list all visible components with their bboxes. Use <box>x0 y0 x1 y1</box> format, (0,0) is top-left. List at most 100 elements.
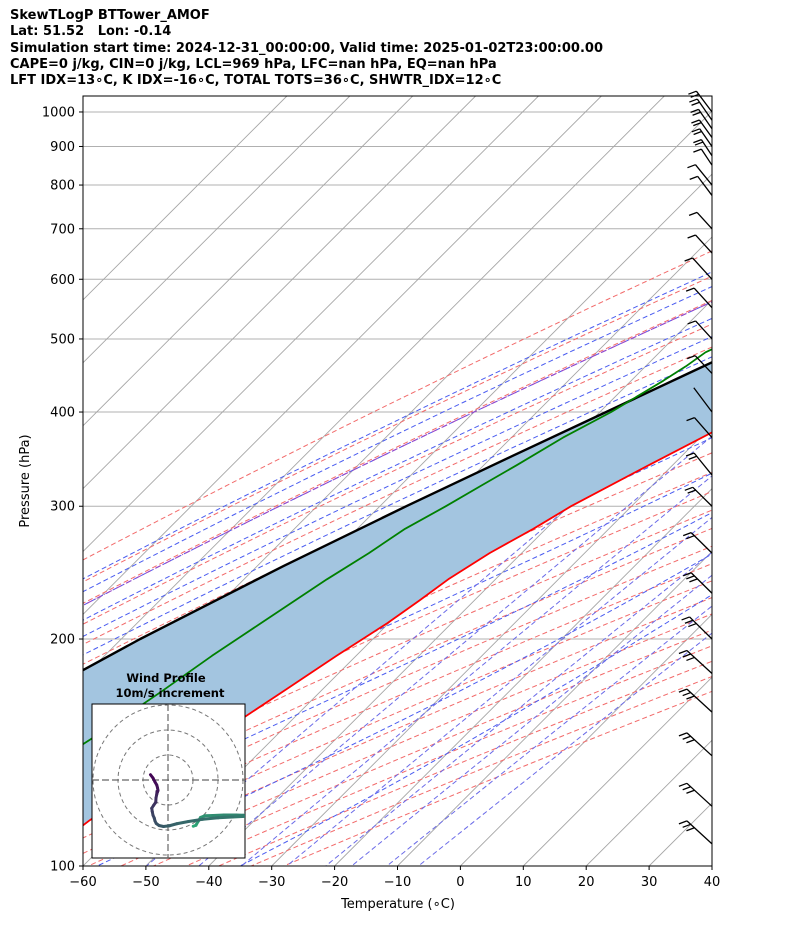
wind-barb-flag <box>682 653 691 658</box>
mixing-ratio-lines <box>146 385 712 866</box>
wind-barb-flag <box>693 130 702 136</box>
wind-barb-flag <box>690 108 699 113</box>
wind-barb-flag <box>684 619 694 624</box>
wind-barb-flag <box>682 735 691 740</box>
y-axis-label: Pressure (hPa) <box>18 434 33 527</box>
isotherm-line <box>83 96 414 427</box>
y-tick-label: 300 <box>50 500 75 515</box>
wind-barb-flag <box>691 119 700 124</box>
wind-barb-staff <box>695 320 713 340</box>
wind-barb-flag <box>687 164 696 169</box>
y-tick-label: 100 <box>50 860 75 875</box>
wind-barb-staff <box>700 148 713 166</box>
x-tick-label: −20 <box>321 875 348 890</box>
x-tick-label: −40 <box>195 875 222 890</box>
wind-barb-staff <box>694 417 713 438</box>
dry-adiabat <box>83 299 712 604</box>
x-tick-label: 20 <box>578 875 595 890</box>
x-axis-ticks: −60 −50 −40 −30 −20 −10 0 10 20 30 40 <box>69 866 720 890</box>
hodograph-title: Wind Profile <box>126 671 206 685</box>
wind-profile-hodograph: Wind Profile 10m/s increment <box>91 671 246 859</box>
isotherm-line <box>334 487 712 866</box>
wind-barb-staff <box>686 732 713 757</box>
moist-adiabat <box>83 285 712 593</box>
wind-barb-flag <box>678 820 688 825</box>
wind-barb-staff <box>695 90 713 113</box>
wind-barb-staff <box>695 234 713 254</box>
wind-barb-flag <box>688 211 698 217</box>
x-tick-label: 40 <box>704 875 721 890</box>
isotherm-line <box>397 550 712 866</box>
dry-adiabat <box>83 323 712 625</box>
wind-barb-flag <box>686 827 695 832</box>
wind-barb-flag <box>678 688 688 693</box>
wind-barb-flag <box>682 572 692 577</box>
mixing-ratio-line <box>325 551 712 866</box>
wind-barb-staff <box>690 532 713 554</box>
wind-barb-flag <box>686 535 695 540</box>
wind-barb-flag <box>693 139 702 144</box>
wind-barb-flag <box>688 90 697 95</box>
x-tick-label: −60 <box>69 875 96 890</box>
moist-adiabat <box>83 472 712 770</box>
wind-barb-flag <box>691 101 700 106</box>
wind-barb-staff <box>693 387 713 413</box>
wind-barb-flag <box>682 532 692 537</box>
wind-barb-flag <box>681 616 690 621</box>
wind-barb-flag <box>687 234 696 239</box>
wind-barb-flag <box>685 287 695 292</box>
y-tick-label: 900 <box>50 140 75 155</box>
y-tick-label: 400 <box>50 406 75 421</box>
title-line-1: SkewTLogP BTTower_AMOF <box>10 8 210 23</box>
mixing-ratio-line <box>198 435 712 866</box>
moist-adiabat <box>83 317 712 621</box>
hodograph-trace-segment <box>149 773 155 780</box>
isotherm-line <box>83 96 602 616</box>
isotherm-line <box>83 96 665 678</box>
wind-barb-flag <box>686 739 695 744</box>
title-line-3: Simulation start time: 2024-12-31_00:00:… <box>10 40 603 56</box>
wind-barb-staff <box>696 211 713 230</box>
dry-adiabat <box>83 250 712 561</box>
wind-barb-staff <box>690 572 713 594</box>
y-tick-label: 200 <box>50 633 75 648</box>
isotherm-line <box>522 676 712 866</box>
wind-barb-staff <box>698 108 713 130</box>
x-tick-label: 0 <box>456 875 464 890</box>
dewpoint-line <box>83 348 712 746</box>
wind-barb-flag <box>694 141 704 146</box>
isotherm-line <box>271 425 712 866</box>
y-tick-label: 1000 <box>42 105 75 120</box>
y-tick-label: 800 <box>50 179 75 194</box>
wind-barb-flag <box>684 257 693 262</box>
x-axis-label: Temperature (∘C) <box>340 897 455 912</box>
wind-barb-staff <box>698 119 713 138</box>
wind-barb-staff <box>692 486 713 507</box>
x-tick-label: 30 <box>641 875 658 890</box>
wind-barb-flag <box>686 417 695 422</box>
isotherm-line <box>83 96 539 553</box>
wind-barb-staff <box>693 287 713 309</box>
wind-barb-flag <box>693 122 702 127</box>
parcel-line <box>83 360 712 672</box>
x-tick-label: −10 <box>384 875 411 890</box>
mixing-ratio-line <box>241 475 712 866</box>
wind-barb-staff <box>694 355 713 374</box>
wind-barb-flag <box>689 175 698 181</box>
wind-barb-staff <box>686 688 713 713</box>
wind-barb-staff <box>686 650 713 674</box>
wind-barb-flag <box>678 649 688 655</box>
wind-barb-flag <box>689 578 698 583</box>
isotherm-line <box>648 802 712 866</box>
title-line-2: Lat: 51.52 Lon: -0.14 <box>10 24 172 40</box>
moist-adiabat <box>83 271 712 580</box>
dry-adiabat <box>83 471 712 757</box>
hodograph-subtitle: 10m/s increment <box>116 686 225 700</box>
wind-barb-staff <box>697 176 713 196</box>
title-line-4: CAPE=0 j/kg, CIN=0 j/kg, LCL=969 hPa, LF… <box>10 56 497 72</box>
x-tick-label: −50 <box>132 875 159 890</box>
wind-barb-flag <box>686 789 695 794</box>
isotherm-line <box>83 96 351 364</box>
wind-barb-flag <box>686 656 695 662</box>
wind-barb-staff <box>699 128 713 147</box>
